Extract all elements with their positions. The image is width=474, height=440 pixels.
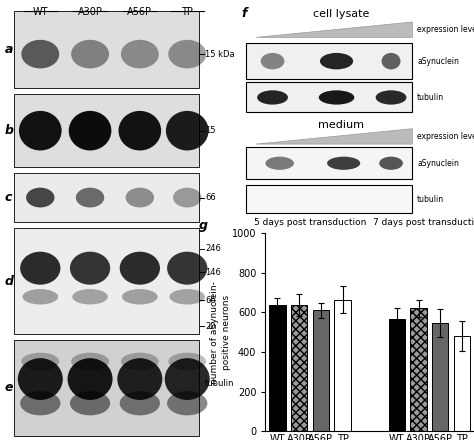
Ellipse shape	[173, 187, 201, 208]
Bar	[291, 305, 307, 431]
Ellipse shape	[261, 53, 284, 70]
Ellipse shape	[165, 358, 210, 400]
Text: e: e	[5, 381, 13, 394]
Bar	[335, 300, 351, 431]
Text: a: a	[5, 43, 13, 56]
Ellipse shape	[72, 289, 108, 304]
Ellipse shape	[375, 90, 407, 105]
Bar	[313, 310, 329, 431]
Text: WT: WT	[33, 7, 48, 18]
Ellipse shape	[71, 353, 109, 370]
Ellipse shape	[21, 40, 59, 68]
Bar	[14, 340, 199, 436]
Ellipse shape	[121, 40, 159, 68]
Text: 20: 20	[205, 322, 216, 331]
Bar	[432, 323, 448, 431]
Bar	[14, 228, 199, 334]
Text: expression level: expression level	[417, 132, 474, 141]
Ellipse shape	[70, 391, 110, 415]
Text: tubulin: tubulin	[417, 93, 444, 102]
Ellipse shape	[257, 90, 288, 105]
Text: 66: 66	[205, 296, 216, 304]
Ellipse shape	[170, 289, 205, 304]
Ellipse shape	[20, 391, 61, 415]
Ellipse shape	[117, 358, 162, 400]
Ellipse shape	[21, 353, 59, 370]
Y-axis label: number of aSynuclein-
positive neurons: number of aSynuclein- positive neurons	[210, 281, 230, 384]
Text: A30P: A30P	[78, 7, 102, 18]
Text: aSynuclein: aSynuclein	[417, 57, 459, 66]
Ellipse shape	[69, 111, 111, 150]
Bar	[269, 305, 285, 431]
Ellipse shape	[23, 289, 58, 304]
Ellipse shape	[167, 252, 208, 285]
Text: 246: 246	[205, 244, 221, 253]
Text: tubulin: tubulin	[205, 379, 235, 388]
Ellipse shape	[167, 391, 208, 415]
Text: aSynuclein: aSynuclein	[417, 159, 459, 168]
Text: 15: 15	[205, 126, 216, 135]
Text: g: g	[199, 219, 208, 232]
Text: TP: TP	[181, 7, 193, 18]
Ellipse shape	[19, 111, 62, 150]
Bar	[389, 319, 405, 431]
Text: medium: medium	[318, 120, 365, 130]
Ellipse shape	[121, 353, 159, 370]
Text: 5 days post transduction: 5 days post transduction	[254, 218, 366, 227]
Ellipse shape	[71, 40, 109, 68]
Ellipse shape	[379, 157, 403, 170]
Text: 66: 66	[205, 193, 216, 202]
Text: 15 kDa: 15 kDa	[205, 50, 235, 59]
Text: cell lysate: cell lysate	[313, 9, 369, 19]
Ellipse shape	[126, 187, 154, 208]
Ellipse shape	[327, 157, 360, 170]
Bar	[246, 82, 412, 112]
Text: tubulin: tubulin	[417, 194, 444, 204]
Text: d: d	[5, 275, 14, 288]
Ellipse shape	[265, 157, 294, 170]
Text: 7 days post transduction: 7 days post transduction	[374, 218, 474, 227]
Ellipse shape	[166, 111, 209, 150]
Text: c: c	[5, 191, 12, 204]
Ellipse shape	[18, 358, 63, 400]
Polygon shape	[256, 128, 412, 144]
Bar	[246, 185, 412, 213]
Ellipse shape	[119, 252, 160, 285]
Ellipse shape	[319, 90, 354, 105]
Ellipse shape	[168, 40, 206, 68]
Polygon shape	[256, 22, 412, 37]
Text: 146: 146	[205, 268, 221, 277]
Text: A56P: A56P	[128, 7, 152, 18]
Ellipse shape	[168, 353, 206, 370]
Ellipse shape	[26, 187, 55, 208]
Ellipse shape	[122, 289, 157, 304]
Ellipse shape	[76, 187, 104, 208]
Ellipse shape	[382, 53, 401, 70]
Text: expression level: expression level	[417, 25, 474, 34]
Bar	[246, 147, 412, 180]
Ellipse shape	[119, 391, 160, 415]
Ellipse shape	[67, 358, 113, 400]
Ellipse shape	[118, 111, 161, 150]
Ellipse shape	[320, 53, 353, 70]
Text: f: f	[242, 7, 247, 20]
Text: b: b	[5, 124, 14, 137]
Ellipse shape	[70, 252, 110, 285]
Bar	[14, 94, 199, 167]
Bar	[14, 173, 199, 222]
Bar	[410, 308, 427, 431]
Ellipse shape	[20, 252, 61, 285]
Bar	[14, 11, 199, 88]
Bar	[246, 43, 412, 79]
Bar	[454, 336, 470, 431]
